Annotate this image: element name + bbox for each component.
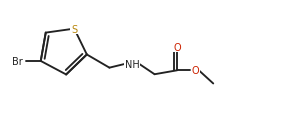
Text: Br: Br — [13, 56, 23, 66]
Text: S: S — [71, 24, 77, 34]
Text: NH: NH — [125, 59, 139, 69]
Text: O: O — [173, 42, 181, 52]
Text: O: O — [191, 66, 199, 76]
